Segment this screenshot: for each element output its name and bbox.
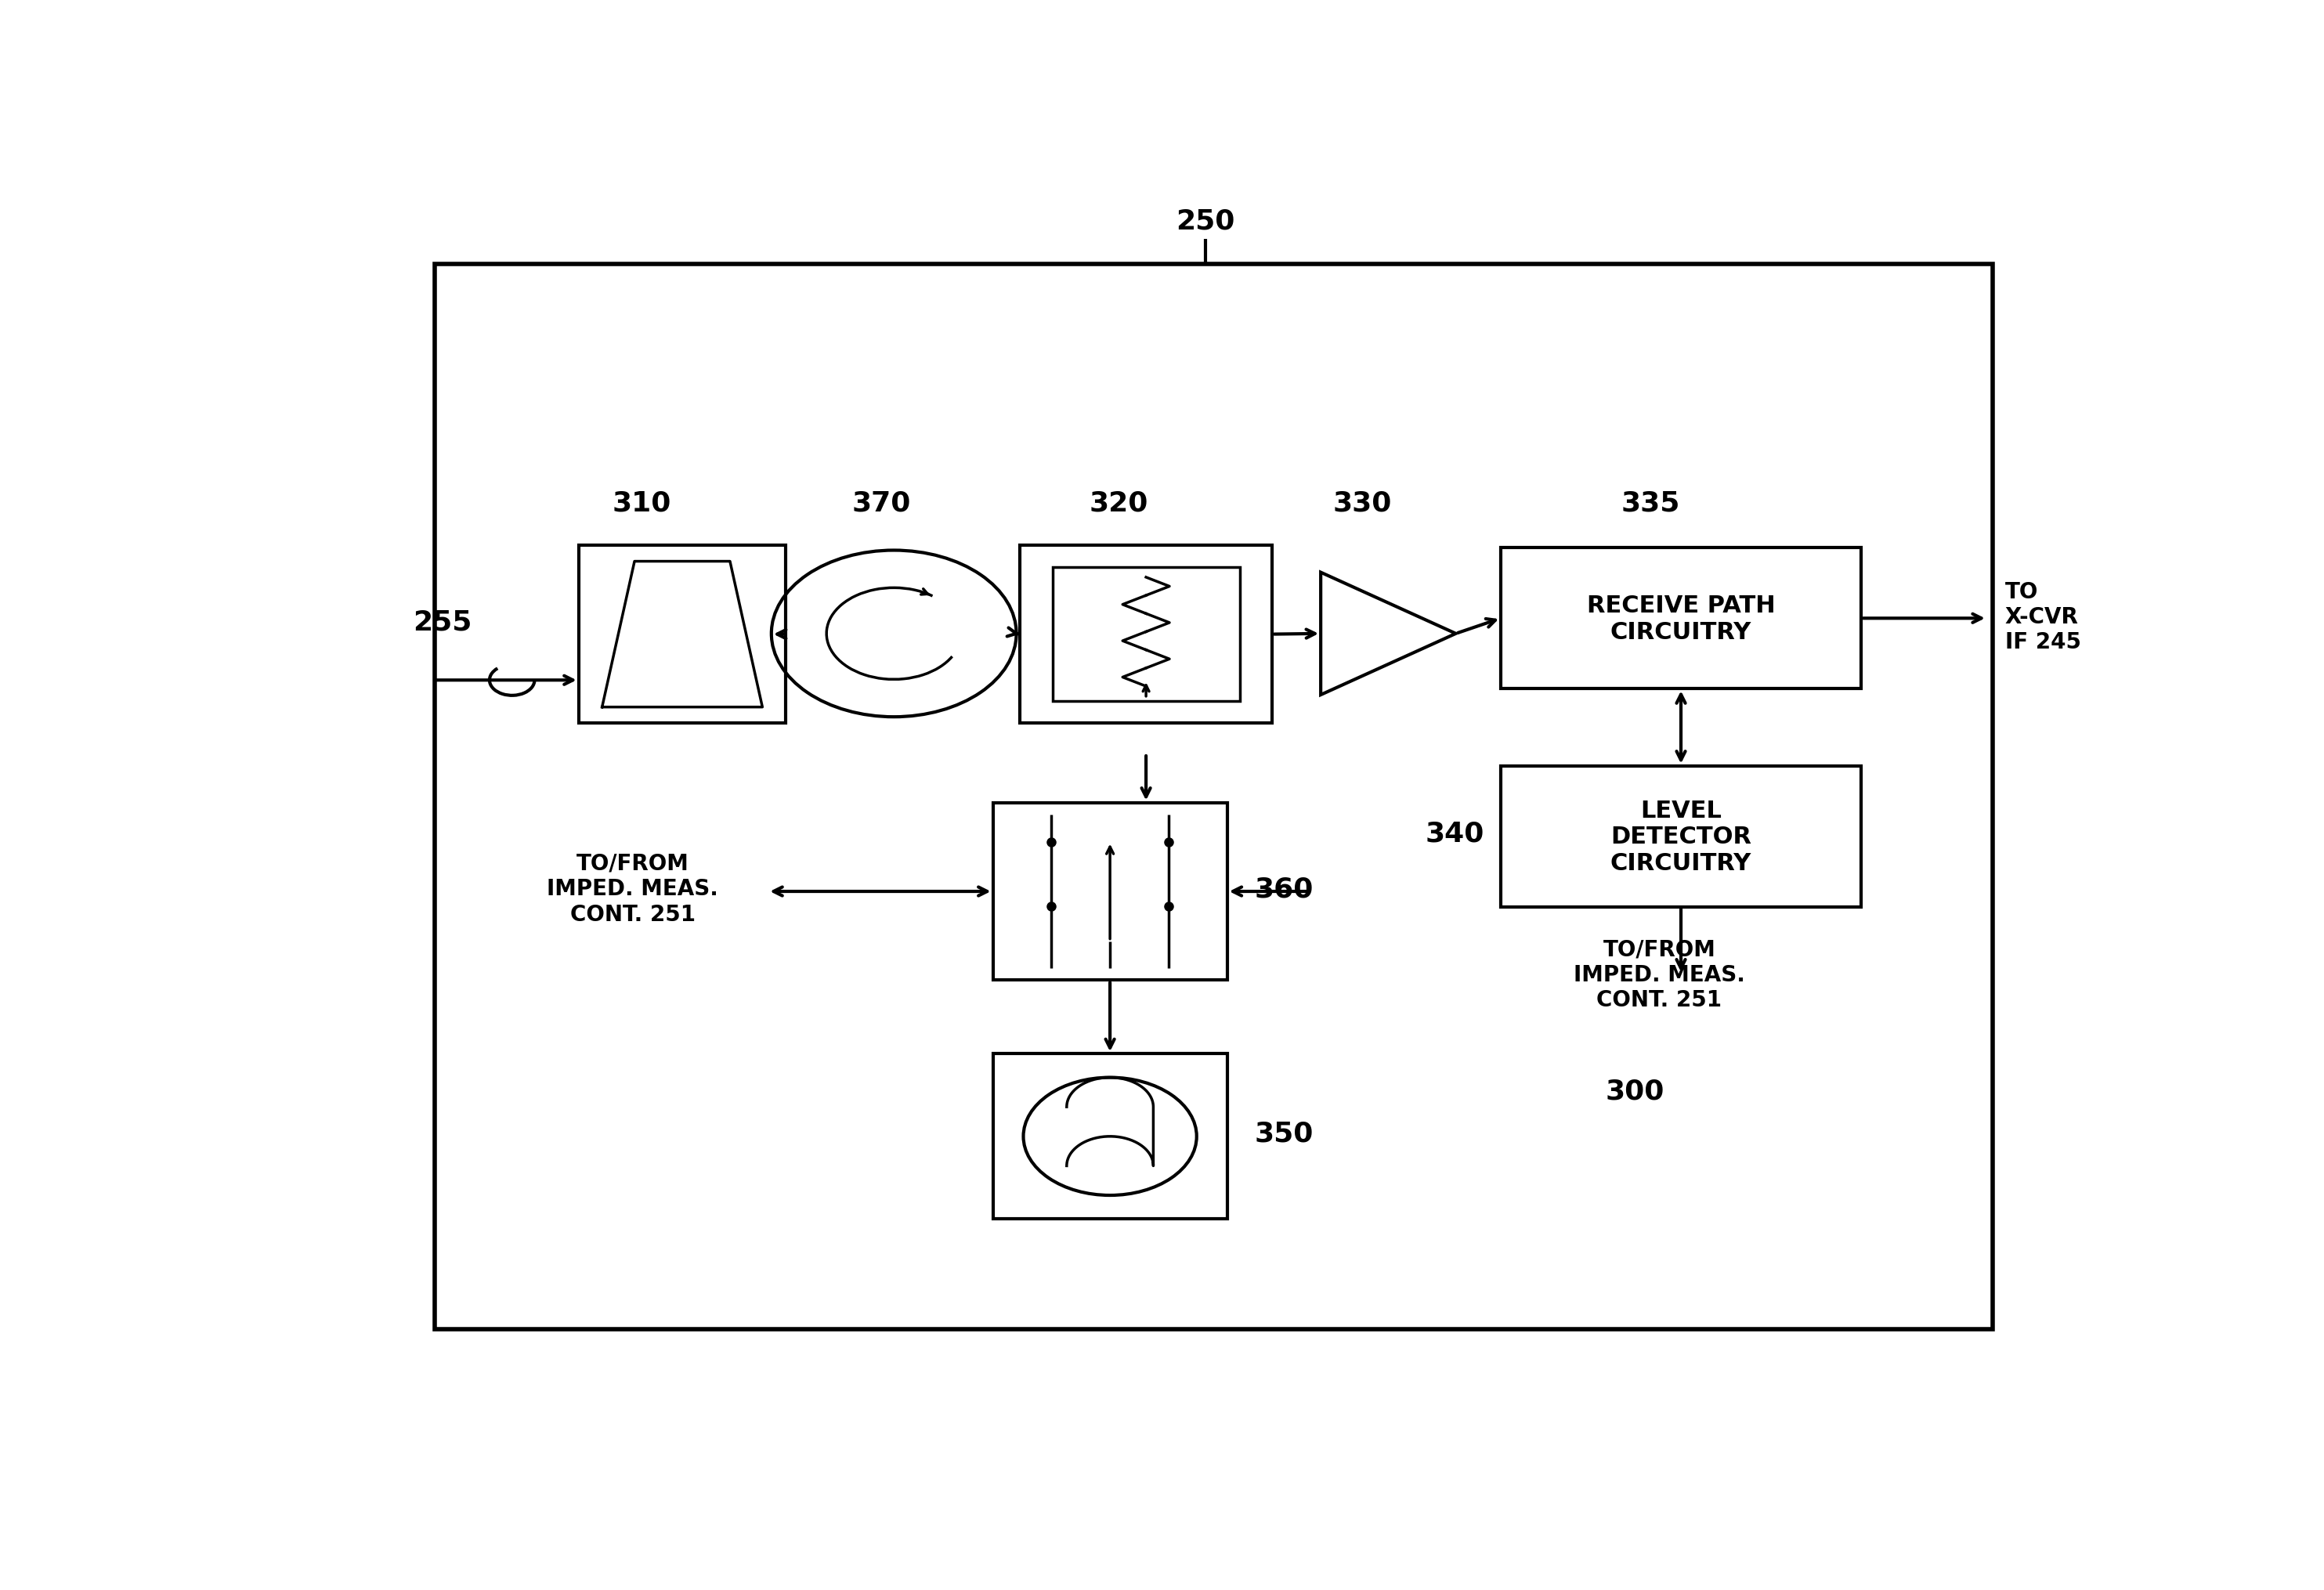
- Text: 340: 340: [1425, 820, 1485, 847]
- Bar: [1501, 549, 1862, 688]
- Text: 335: 335: [1620, 490, 1680, 517]
- Text: 330: 330: [1332, 490, 1392, 517]
- Text: 350: 350: [1255, 1121, 1313, 1146]
- Text: 360: 360: [1255, 876, 1313, 902]
- Bar: [1053, 568, 1239, 701]
- Text: TO/FROM
IMPED. MEAS.
CONT. 251: TO/FROM IMPED. MEAS. CONT. 251: [1573, 938, 1745, 1011]
- Text: LEVEL
DETECTOR
CIRCUITRY: LEVEL DETECTOR CIRCUITRY: [1611, 798, 1752, 875]
- Bar: [992, 1054, 1227, 1220]
- Bar: [1501, 766, 1862, 906]
- Text: 370: 370: [851, 490, 911, 517]
- Text: 310: 310: [611, 490, 672, 517]
- Bar: [1020, 545, 1271, 723]
- Bar: [992, 803, 1227, 981]
- Text: TO/FROM
IMPED. MEAS.
CONT. 251: TO/FROM IMPED. MEAS. CONT. 251: [546, 852, 718, 925]
- Text: 255: 255: [414, 609, 472, 634]
- Bar: [579, 545, 786, 723]
- Text: TO
X-CVR
IF 245: TO X-CVR IF 245: [2006, 580, 2080, 653]
- Text: 320: 320: [1090, 490, 1148, 517]
- Text: 300: 300: [1606, 1078, 1664, 1103]
- Text: 250: 250: [1176, 208, 1234, 235]
- Bar: [435, 264, 1992, 1329]
- Text: RECEIVE PATH
CIRCUITRY: RECEIVE PATH CIRCUITRY: [1587, 595, 1776, 644]
